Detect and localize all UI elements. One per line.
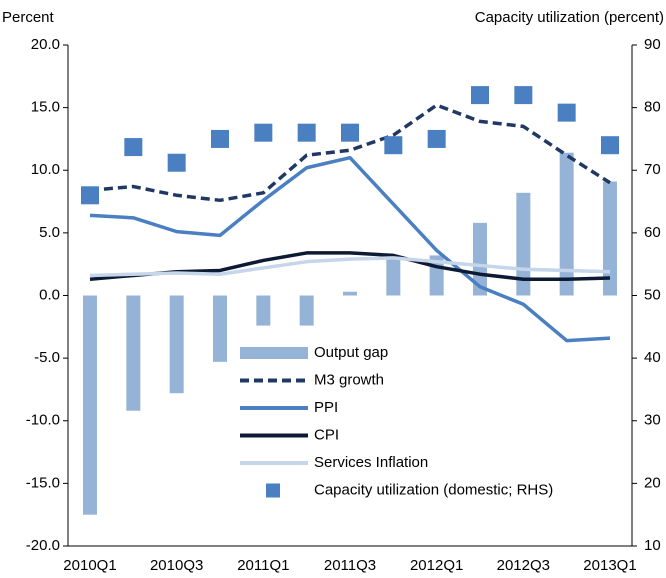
x-tick-label: 2012Q1: [410, 557, 463, 574]
y2-tick-label: 70: [644, 161, 661, 178]
bar: [83, 295, 97, 515]
marker: [211, 129, 229, 148]
y2-tick-label: 60: [644, 224, 661, 241]
y2-tick-label: 40: [644, 349, 661, 366]
bar: [126, 295, 141, 411]
legend-label: Capacity utilization (domestic; RHS): [314, 481, 553, 498]
x-tick-label: 2011Q1: [237, 557, 289, 574]
x-tick-label: 2010Q1: [63, 557, 116, 574]
y2-tick-label: 50: [644, 286, 661, 303]
bar: [299, 295, 314, 326]
y-tick-label: 0.0: [39, 286, 60, 303]
line: [89, 256, 611, 278]
x-tick-label: 2012Q3: [497, 557, 550, 574]
bar: [343, 291, 357, 296]
marker: [81, 186, 99, 205]
marker: [254, 123, 273, 142]
y-tick-label: -20.0: [26, 537, 60, 554]
y2-tick-label: 10: [644, 537, 661, 554]
legend-label: Services Inflation: [314, 454, 428, 471]
marker: [341, 123, 359, 142]
y2-tick-label: 30: [644, 412, 661, 429]
marker: [514, 86, 533, 105]
line: [89, 155, 611, 343]
bar: [213, 295, 227, 362]
y2-tick-label: 80: [644, 99, 661, 116]
marker: [384, 136, 403, 155]
line: [89, 103, 611, 203]
legend-label: CPI: [314, 426, 339, 443]
y-tick-label: -15.0: [26, 474, 60, 491]
y-tick-label: 20.0: [31, 36, 60, 53]
y2-axis-label: Capacity utilization (percent): [475, 9, 664, 26]
marker: [601, 136, 619, 155]
bar: [473, 222, 487, 296]
bar: [559, 152, 574, 296]
legend-label: Output gap: [314, 344, 388, 361]
bar: [169, 295, 184, 394]
legend-swatch: [240, 347, 308, 359]
x-tick-label: 2010Q3: [150, 557, 203, 574]
legend-swatch: [266, 483, 280, 498]
marker: [297, 123, 316, 142]
y-tick-label: -5.0: [34, 349, 60, 366]
bar: [603, 181, 617, 296]
marker: [471, 86, 489, 105]
y-tick-label: 15.0: [31, 99, 60, 116]
y-axis-label: Percent: [2, 9, 55, 26]
marker: [167, 153, 186, 172]
y2-tick-label: 20: [644, 474, 661, 491]
bar: [256, 295, 271, 326]
y-tick-label: 10.0: [31, 161, 60, 178]
legend-label: PPI: [314, 399, 338, 416]
x-tick-label: 2013Q1: [583, 557, 636, 574]
y-tick-label: -10.0: [26, 412, 60, 429]
x-tick-label: 2011Q3: [324, 557, 376, 574]
legend-label: M3 growth: [314, 371, 384, 388]
marker: [557, 103, 576, 122]
marker: [427, 129, 446, 148]
y-tick-label: 5.0: [39, 224, 60, 241]
marker: [124, 138, 143, 157]
bar: [386, 256, 401, 296]
y2-tick-label: 90: [644, 36, 661, 53]
